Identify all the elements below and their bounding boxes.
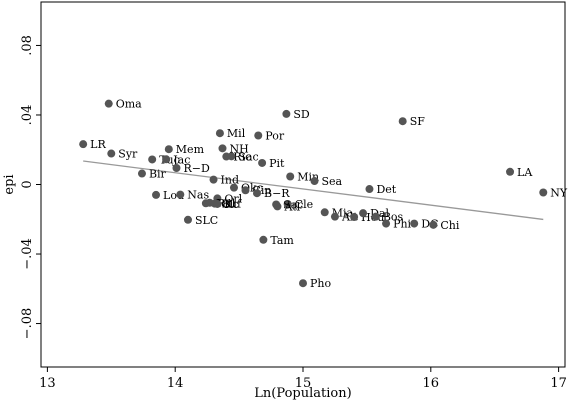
point-label: Por: [265, 129, 285, 142]
y-tick-label: 0: [20, 180, 35, 188]
y-tick-label: −.08: [20, 308, 35, 340]
point-label: Ric: [233, 151, 251, 164]
data-point: [164, 145, 173, 154]
data-point: [359, 209, 368, 218]
data-point: [282, 109, 291, 118]
data-point: [148, 155, 157, 164]
data-point: [104, 99, 113, 108]
point-label: Mil: [227, 127, 246, 140]
data-point: [152, 190, 161, 199]
point-label: Pit: [269, 157, 285, 170]
data-point: [283, 199, 292, 208]
data-point: [398, 117, 407, 126]
point-label: Nas: [187, 189, 209, 202]
point-label: Pho: [310, 277, 331, 290]
data-point: [229, 183, 238, 192]
point-label: SF: [410, 115, 426, 128]
data-point: [350, 213, 359, 222]
point-label: SD: [293, 108, 310, 121]
point-label: B−R: [264, 187, 290, 200]
point-label: Syr: [118, 148, 138, 161]
point-label: Atl: [283, 200, 300, 213]
y-tick-label: .04: [20, 105, 35, 126]
data-point: [365, 185, 374, 194]
data-point: [539, 188, 548, 197]
point-label: R−D: [183, 162, 209, 175]
point-label: Chi: [440, 219, 460, 232]
point-label: Sac: [238, 150, 258, 163]
point-label: Sac: [283, 198, 303, 211]
data-point: [107, 149, 116, 158]
data-point: [310, 177, 319, 186]
data-point: [172, 163, 181, 172]
point-label: Kc: [224, 198, 238, 211]
data-point: [382, 219, 391, 228]
data-point: [371, 212, 380, 221]
point-label: Cle: [295, 198, 313, 211]
point-label: Phi: [393, 218, 411, 231]
data-point: [410, 219, 419, 228]
x-tick-label: 13: [39, 376, 56, 391]
data-point: [183, 215, 192, 224]
point-label: Oma: [116, 98, 142, 111]
point-label: LR: [90, 138, 106, 151]
x-tick-label: 16: [423, 376, 440, 391]
x-tick-label: 15: [295, 376, 312, 391]
data-point: [330, 212, 339, 221]
data-point: [241, 186, 250, 195]
point-label: SLC: [195, 214, 218, 227]
data-point: [320, 208, 329, 217]
point-label: Orl: [224, 192, 242, 205]
point-label: LA: [517, 166, 533, 179]
point-label: Ral: [217, 197, 236, 210]
data-point: [227, 152, 236, 161]
point-label: Det: [376, 183, 396, 196]
point-label: Bir: [149, 168, 167, 181]
data-point: [506, 167, 515, 176]
point-label: Mem: [176, 143, 205, 156]
y-tick-label: −.04: [20, 238, 35, 270]
data-points: OmaLRSyrMemTucJacR−DBirLouNasSLCMilNHRic…: [79, 98, 568, 290]
data-point: [218, 144, 227, 153]
data-point: [252, 189, 261, 198]
data-point: [79, 140, 88, 149]
data-point: [258, 158, 267, 167]
data-point: [213, 199, 222, 208]
data-point: [215, 129, 224, 138]
point-label: Ind: [221, 174, 239, 187]
point-label: Sea: [322, 175, 343, 188]
x-tick-label: 17: [550, 376, 567, 391]
axis-ticks: 13 14 15 16 17 −.08 −.04 0 .04 .08: [20, 35, 567, 391]
data-point: [162, 155, 171, 164]
data-point: [259, 235, 268, 244]
data-point: [273, 202, 282, 211]
point-label: Tam: [270, 234, 294, 247]
point-label: NY: [550, 186, 568, 199]
x-tick-label: 14: [167, 376, 184, 391]
point-label: NH: [229, 142, 248, 155]
y-tick-label: .08: [20, 35, 35, 56]
point-label: Jac: [172, 153, 190, 166]
y-axis-title: epi: [2, 174, 17, 194]
data-point: [286, 172, 295, 181]
data-point: [254, 131, 263, 140]
x-axis-title: Ln(Population): [254, 386, 351, 401]
data-point: [299, 279, 307, 288]
data-point: [137, 169, 146, 178]
data-point: [176, 190, 185, 199]
data-point: [429, 220, 438, 229]
point-label: Buf: [222, 198, 242, 211]
data-point: [209, 175, 218, 184]
fit-line: [83, 160, 544, 221]
